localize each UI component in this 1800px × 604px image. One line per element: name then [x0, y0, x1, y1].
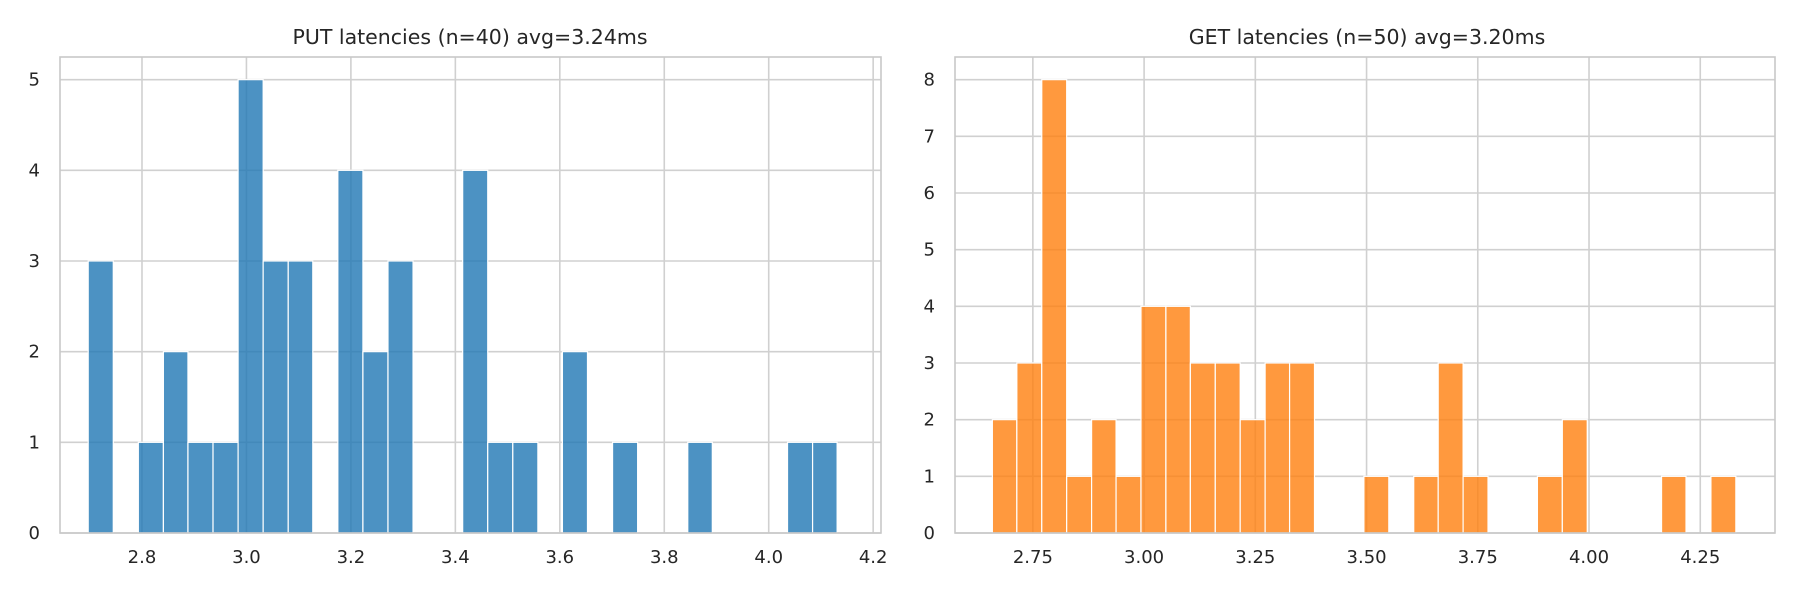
x-tick-label: 3.0 — [232, 547, 261, 568]
y-tick-label: 4 — [924, 296, 935, 317]
histogram-bar — [362, 351, 389, 534]
y-tick-label: 5 — [924, 240, 935, 261]
histogram-bar — [1264, 362, 1291, 534]
x-tick-label: 2.75 — [1013, 547, 1053, 568]
histogram-bar — [1090, 419, 1117, 534]
put-latency-histogram: PUT latencies (n=40) avg=3.24ms 2.8 3.0 3.… — [29, 25, 888, 568]
y-tick-label: 6 — [924, 183, 935, 204]
y-tick-label: 0 — [29, 523, 40, 544]
histogram-bar — [512, 441, 539, 534]
histogram-bar — [212, 441, 239, 534]
y-tick-label: 7 — [924, 126, 935, 147]
x-tick-label: 3.4 — [441, 547, 470, 568]
y-tick-label: 8 — [924, 70, 935, 91]
histogram-bar — [87, 260, 114, 534]
histogram-bar — [687, 441, 713, 534]
x-tick-label: 4.0 — [754, 547, 783, 568]
histogram-bar — [1363, 475, 1390, 534]
y-tick-label: 2 — [29, 342, 40, 363]
histogram-bar — [1115, 475, 1142, 534]
histogram-bar — [137, 441, 165, 534]
histogram-bar — [1413, 475, 1439, 534]
x-tick-label: 2.8 — [128, 547, 157, 568]
histogram-bar — [187, 441, 214, 534]
x-tick-label: 4.00 — [1569, 547, 1609, 568]
histogram-bar — [1214, 362, 1241, 534]
y-tick-label: 3 — [924, 353, 935, 374]
histogram-bar — [561, 351, 589, 534]
histogram-bar — [1066, 475, 1093, 534]
get-latency-histogram: GET latencies (n=50) avg=3.20ms 2.75 3.00… — [924, 25, 1776, 568]
histogram-bar — [387, 260, 414, 534]
axes-frame — [954, 56, 1776, 534]
histogram-bar — [1016, 362, 1043, 534]
histogram-bar — [262, 260, 289, 534]
y-tick-label: 5 — [29, 70, 40, 91]
histogram-bar — [287, 260, 314, 534]
histogram-bar — [786, 441, 814, 534]
x-tick-label: 3.2 — [337, 547, 366, 568]
histogram-bar — [1561, 419, 1588, 534]
x-tick-label: 3.25 — [1235, 547, 1275, 568]
histogram-bar — [1041, 79, 1068, 534]
histogram-bar — [1536, 475, 1563, 534]
y-tick-label: 3 — [29, 251, 40, 272]
histogram-bar — [1189, 362, 1216, 534]
x-tick-label: 3.00 — [1124, 547, 1164, 568]
histogram-bar — [1288, 362, 1316, 534]
histogram-bar — [162, 351, 189, 534]
axes-frame — [59, 56, 882, 534]
y-tick-label: 0 — [924, 523, 935, 544]
x-tick-label: 3.75 — [1458, 547, 1498, 568]
histogram-bar — [1165, 305, 1191, 534]
chart-title: GET latencies (n=50) avg=3.20ms — [1189, 25, 1546, 49]
x-tick-label: 4.2 — [859, 547, 888, 568]
y-tick-label: 1 — [924, 466, 935, 487]
histogram-bar — [1710, 475, 1737, 534]
x-tick-label: 3.50 — [1347, 547, 1387, 568]
histogram-bar — [1140, 305, 1167, 534]
y-tick-label: 4 — [29, 160, 40, 181]
histogram-bar — [1660, 475, 1687, 534]
histogram-bar — [237, 79, 264, 534]
histogram-bar — [1462, 475, 1489, 534]
histogram-bar — [487, 441, 514, 534]
histogram-bar — [462, 169, 489, 534]
x-tick-label: 3.8 — [650, 547, 679, 568]
x-tick-label: 4.25 — [1680, 547, 1720, 568]
histogram-bar — [811, 441, 838, 534]
x-tick-label: 3.6 — [545, 547, 574, 568]
histogram-bar — [611, 441, 639, 534]
y-tick-label: 1 — [29, 432, 40, 453]
histogram-bar — [337, 169, 364, 534]
histogram-bar — [991, 419, 1018, 534]
y-tick-label: 2 — [924, 410, 935, 431]
histogram-bar — [1239, 419, 1266, 534]
histogram-bar — [1437, 362, 1464, 534]
chart-title: PUT latencies (n=40) avg=3.24ms — [292, 25, 647, 49]
